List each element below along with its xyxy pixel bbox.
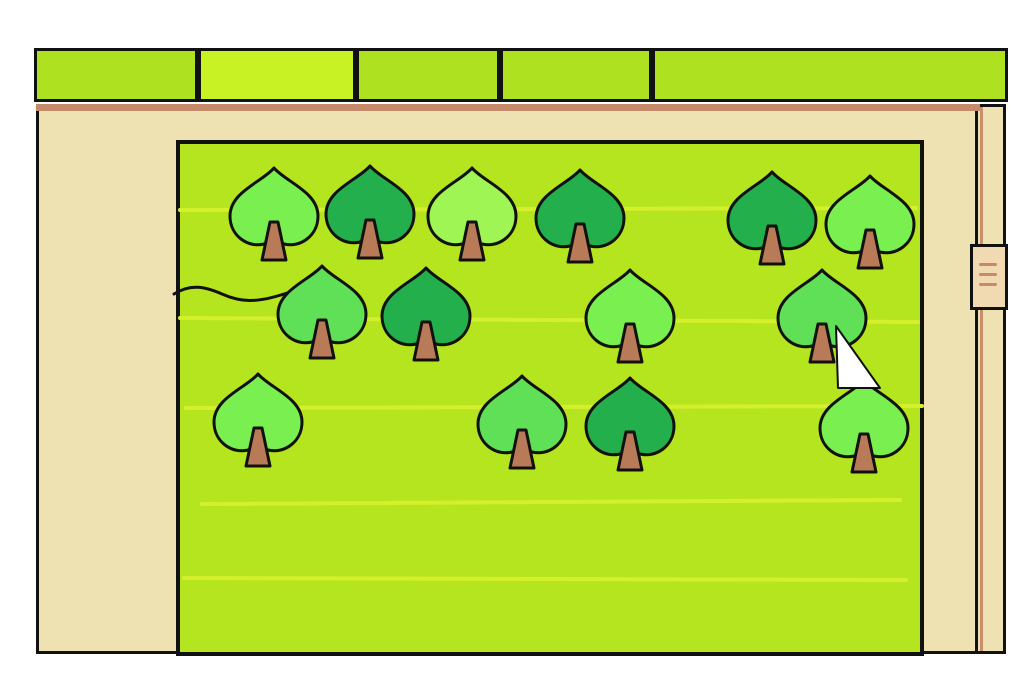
frame-top-trim (36, 104, 980, 111)
tree-trunk (850, 432, 878, 474)
tree-trunk (458, 220, 486, 262)
tab-bar (34, 48, 1010, 104)
handle-grip-line (979, 273, 997, 276)
drag-handle-icon[interactable] (970, 244, 1008, 310)
tree-trunk (356, 218, 384, 260)
tree-group (212, 164, 916, 474)
tree-trunk (244, 426, 272, 468)
tree-trunk (566, 222, 594, 264)
tab-3[interactable] (356, 48, 500, 102)
tree-trunk (308, 318, 336, 360)
tree-dark-icon[interactable] (380, 266, 472, 362)
tree-dark-icon[interactable] (324, 164, 416, 260)
tree-dark-icon[interactable] (584, 376, 676, 472)
tree-light-icon[interactable] (228, 166, 320, 262)
tree-light-icon[interactable] (584, 268, 676, 364)
tree-mid-icon[interactable] (276, 264, 368, 360)
tree-trunk (412, 320, 440, 362)
tab-1[interactable] (34, 48, 198, 102)
tree-light-icon[interactable] (818, 378, 910, 474)
tree-trunk (508, 428, 536, 470)
tree-dark-icon[interactable] (726, 170, 818, 266)
tree-trunk (808, 322, 836, 364)
frame-side-panel (978, 104, 1006, 654)
tab-5[interactable] (652, 48, 1008, 102)
handle-grip-line (979, 283, 997, 286)
tab-4[interactable] (500, 48, 652, 102)
tree-mid-icon[interactable] (476, 374, 568, 470)
tree-light-icon[interactable] (824, 174, 916, 270)
frame-side-line (980, 107, 983, 651)
tree-trunk (260, 220, 288, 262)
tree-light-icon[interactable] (212, 372, 304, 468)
tree-trunk (856, 228, 884, 270)
tree-dark-icon[interactable] (534, 168, 626, 264)
tree-trunk (616, 322, 644, 364)
tree-pale-icon[interactable] (426, 166, 518, 262)
tab-2[interactable] (198, 48, 356, 102)
tree-trunk (758, 224, 786, 266)
tree-trunk (616, 430, 644, 472)
handle-grip-line (979, 263, 997, 266)
